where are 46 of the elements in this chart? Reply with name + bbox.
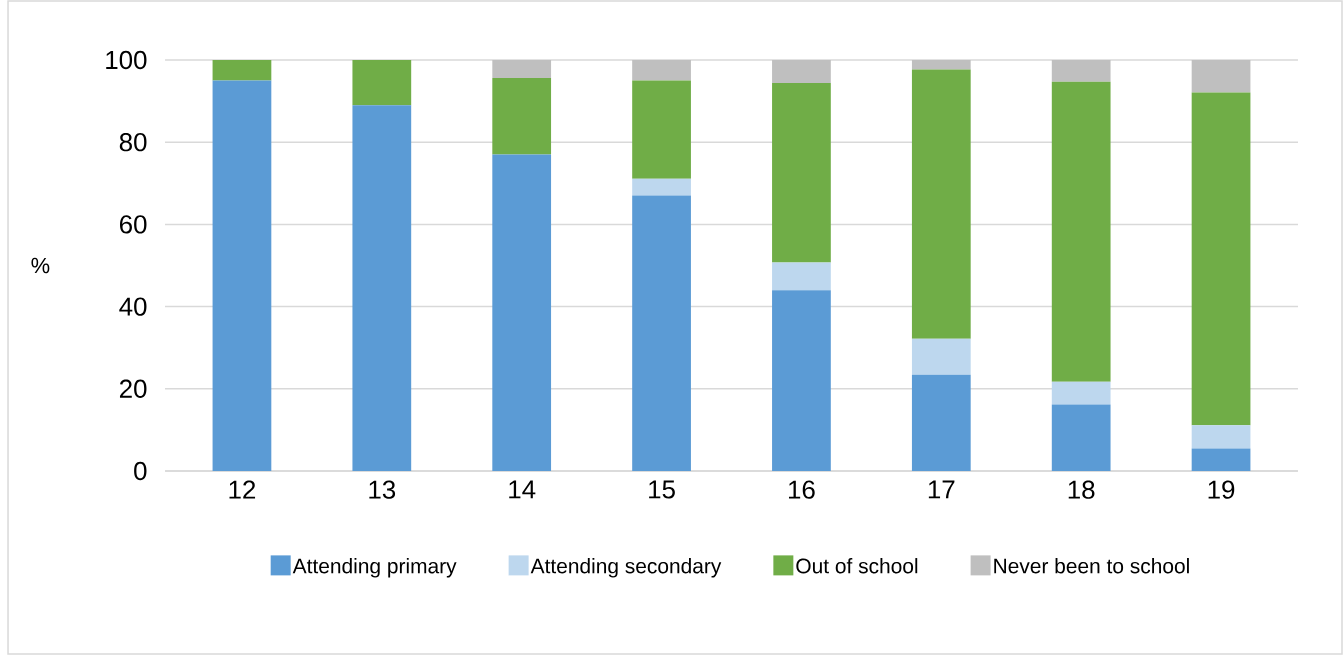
legend-label: Attending secondary [530,558,722,578]
x-tick-label: 18 [1068,480,1095,499]
bar [212,59,272,81]
bar [1191,448,1251,471]
bar [1191,92,1251,426]
bar [772,290,831,471]
bar [772,83,831,263]
x-tick-label: 13 [369,480,396,499]
bar [911,374,971,471]
bar [492,154,552,471]
bar [352,105,412,471]
bar [632,178,691,196]
y-tick-label: 40 [119,297,147,316]
bar [1191,59,1251,93]
x-tick-label: 12 [229,480,256,499]
y-tick-label: 0 [134,461,147,481]
bar [352,59,412,106]
bar [911,338,971,375]
bar [492,59,552,79]
bar [911,59,971,70]
x-tick-label: 17 [928,480,955,499]
bar [1191,425,1251,449]
y-tick-label: 60 [120,215,147,234]
bar [212,80,272,471]
y-tick-label: 20 [119,379,147,398]
bar [632,59,691,81]
bar [632,195,691,471]
bar [1051,59,1111,82]
x-tick-label: 16 [789,480,815,499]
bar [911,69,971,339]
bar [1051,81,1111,382]
bar [492,78,552,155]
y-tick-label: 80 [119,133,147,152]
bar [772,59,831,83]
y-axis-title: % [31,257,50,274]
x-tick-label: 15 [649,480,675,499]
legend-label: Attending primary [292,558,457,578]
bar [632,80,691,179]
bar [1051,381,1111,405]
legend-label: Never been to school [994,558,1189,574]
x-tick-label: 19 [1208,480,1235,499]
legend-label: Out of school [796,558,918,574]
x-tick-label: 14 [509,480,536,499]
bar [772,262,831,291]
bar [1051,404,1111,471]
y-tick-label: 100 [106,50,147,70]
